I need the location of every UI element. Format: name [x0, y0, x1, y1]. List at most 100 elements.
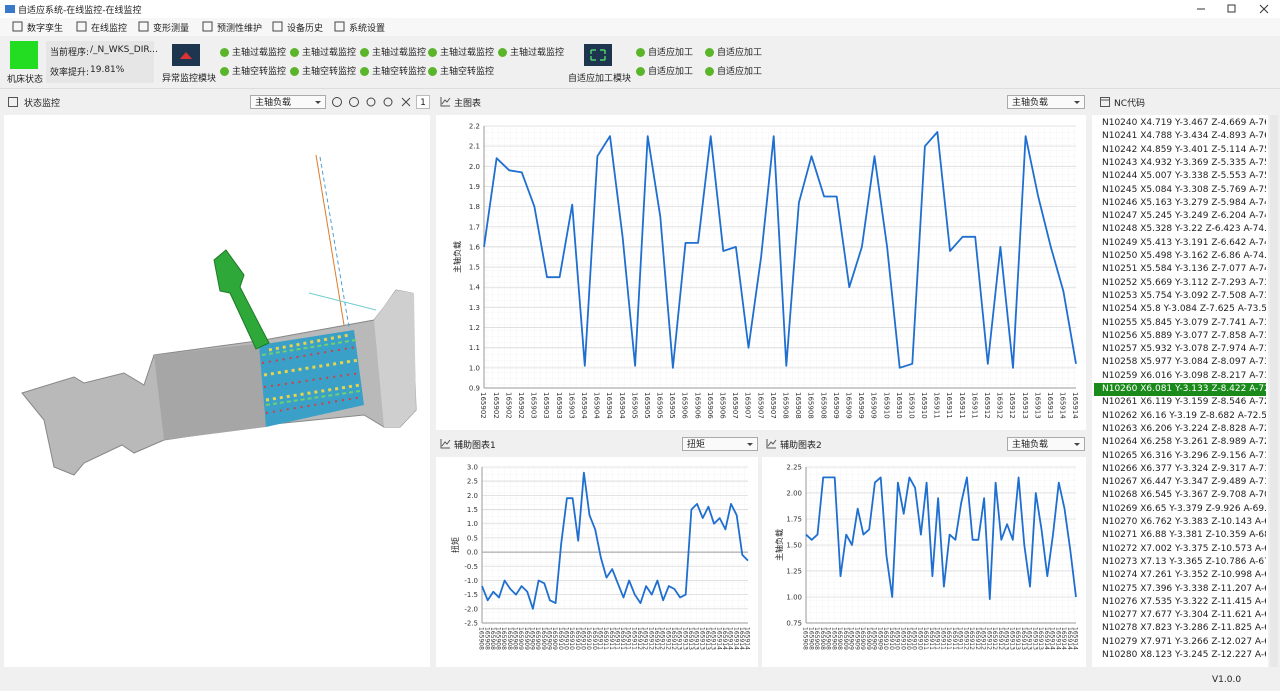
efficiency-label: 效率提升: — [50, 68, 90, 78]
nc-line[interactable]: N10280 X8.123 Y-3.245 Z-12.227 A-62.23 — [1102, 650, 1266, 660]
adaptive-module-icon[interactable] — [584, 44, 612, 66]
nc-line[interactable]: N10256 X5.889 Y-3.077 Z-7.858 A-73.348 — [1102, 330, 1266, 341]
chart-icon — [766, 439, 777, 449]
nc-line[interactable]: N10250 X5.498 Y-3.162 Z-6.86 A-74.178 C — [1102, 251, 1266, 261]
adaptive-button[interactable]: 自适应加工 — [636, 65, 693, 79]
nc-line[interactable]: N10262 X6.16 Y-3.19 Z-8.682 A-72.534 C — [1102, 410, 1266, 421]
idle-button[interactable]: 主轴空转监控 — [428, 65, 494, 79]
menu-label: 系统设置 — [349, 24, 386, 34]
nc-line[interactable]: N10241 X4.788 Y-3.434 Z-4.893 A-76.062 — [1102, 131, 1266, 142]
nc-line[interactable]: N10276 X7.535 Y-3.322 Z-11.415 A-65.22 — [1102, 596, 1266, 607]
nc-line[interactable]: N10253 X5.754 Y-3.092 Z-7.508 A-73.677 — [1102, 290, 1266, 301]
nc-line[interactable]: N10268 X6.545 Y-3.367 Z-9.708 A-70.519 — [1102, 490, 1266, 501]
nc-line[interactable]: N10255 X5.845 Y-3.079 Z-7.741 A-73.458 — [1102, 317, 1266, 328]
status-bar: V1.0.0 — [0, 670, 1280, 691]
program-label: 当前程序: — [50, 48, 90, 58]
state-selector[interactable]: 主轴负载 — [250, 95, 326, 109]
nc-line[interactable]: N10263 X6.206 Y-3.224 Z-8.828 A-72.33 C — [1102, 423, 1266, 434]
nc-line[interactable]: N10254 X5.8 Y-3.084 Z-7.625 A-73.571 C — [1102, 304, 1266, 315]
chart-icon — [440, 439, 451, 449]
nc-line[interactable]: N10267 X6.447 Y-3.347 Z-9.489 A-71.055 — [1102, 477, 1266, 488]
nc-line[interactable]: N10240 X4.719 Y-3.467 Z-4.669 A-76.396 — [1102, 118, 1266, 128]
menu-icon — [272, 21, 283, 32]
menu-icon — [12, 21, 23, 32]
nc-line[interactable]: N10269 X6.65 Y-3.379 Z-9.926 A-69.947 C — [1102, 503, 1266, 514]
aux-chart-1-header: 辅助图表1 扭矩 — [436, 434, 758, 454]
idle-button[interactable]: 主轴空转监控 — [220, 65, 286, 79]
nc-line[interactable]: N10261 X6.119 Y-3.159 Z-8.546 A-72.701 — [1102, 397, 1266, 408]
main-chart-header: 主图表 主轴负载 — [436, 92, 1086, 112]
nc-line[interactable]: N10270 X6.762 Y-3.383 Z-10.143 A-69.34 — [1102, 517, 1266, 527]
nc-line[interactable]: N10247 X5.245 Y-3.249 Z-6.204 A-74.701 — [1102, 211, 1266, 222]
adaptive-button[interactable]: 自适应加工 — [636, 46, 693, 60]
nc-line[interactable]: N10242 X4.859 Y-3.401 Z-5.114 A-75.775 — [1102, 144, 1266, 155]
machine-status-light — [10, 41, 38, 69]
nc-line[interactable]: N10260 X6.081 Y-3.133 Z-8.422 A-72.835 — [1094, 383, 1266, 397]
app-icon — [5, 5, 15, 13]
nc-line[interactable]: N10271 X6.88 Y-3.381 Z-10.359 A-68.711 — [1102, 530, 1266, 541]
menu-label: 数字孪生 — [27, 24, 64, 34]
nc-line[interactable]: N10272 X7.002 Y-3.375 Z-10.573 A-68.05 — [1102, 543, 1266, 554]
adaptive-button[interactable]: 自适应加工 — [705, 65, 762, 79]
part-model — [21, 154, 417, 476]
panel-icon — [8, 97, 18, 107]
panel-title: 状态监控 — [24, 99, 61, 109]
view-tools[interactable] — [330, 95, 412, 109]
nc-line[interactable]: N10259 X6.016 Y-3.098 Z-8.217 A-73.036 — [1102, 370, 1266, 381]
nc-line[interactable]: N10252 X5.669 Y-3.112 Z-7.293 A-73.844 — [1102, 277, 1266, 288]
adaptive-button[interactable]: 自适应加工 — [705, 46, 762, 60]
menu-label: 在线监控 — [91, 24, 128, 34]
menu-label: 变形测量 — [153, 24, 190, 34]
anomaly-module-icon[interactable] — [172, 44, 200, 66]
overload-button[interactable]: 主轴过载监控 — [220, 46, 286, 60]
nc-line[interactable]: N10248 X5.328 Y-3.22 Z-6.423 A-74.52 C — [1102, 224, 1266, 235]
nc-line[interactable]: N10249 X5.413 Y-3.191 Z-6.642 A-74.346 — [1102, 237, 1266, 248]
state-panel-header: 状态监控 主轴负载 1 — [0, 92, 432, 112]
nc-panel-header: NC代码 — [1092, 92, 1268, 112]
nc-line[interactable]: N10245 X5.084 Y-3.308 Z-5.769 A-75.088 — [1102, 184, 1266, 195]
nc-line[interactable]: N10246 X5.163 Y-3.279 Z-5.984 A-74.892 — [1102, 197, 1266, 208]
overload-button[interactable]: 主轴过载监控 — [428, 46, 494, 60]
idle-button[interactable]: 主轴空转监控 — [290, 65, 356, 79]
chart-title: 辅助图表1 — [454, 441, 496, 451]
nc-line[interactable]: N10266 X6.377 Y-3.324 Z-9.317 A-71.443 — [1102, 463, 1266, 474]
nc-line[interactable]: N10258 X5.977 Y-3.084 Z-8.097 A-73.138 — [1102, 357, 1266, 368]
menu-label: 预测性维护 — [217, 24, 263, 34]
3d-view — [4, 115, 430, 667]
menu-label: 设备历史 — [287, 24, 324, 34]
nc-line[interactable]: N10279 X7.971 Y-3.266 Z-12.027 A-62.98 — [1102, 636, 1266, 647]
program-value: /_N_WKS_DIR... — [90, 45, 158, 55]
machine-status-label: 机床状态 — [7, 75, 44, 85]
nc-line[interactable]: N10257 X5.932 Y-3.078 Z-7.974 A-73.243 — [1102, 344, 1266, 355]
nc-line[interactable]: N10278 X7.823 Y-3.286 Z-11.825 A-63.73 — [1102, 623, 1266, 634]
toolbar: 机床状态 当前程序: /_N_WKS_DIR... 效率提升: 19.81% 异… — [0, 36, 1280, 89]
zoom-value[interactable]: 1 — [416, 95, 430, 109]
nc-line[interactable]: N10243 X4.932 Y-3.369 Z-5.335 A-75.523 — [1102, 157, 1266, 168]
window-controls[interactable] — [1180, 0, 1280, 18]
nc-line[interactable]: N10273 X7.13 Y-3.365 Z-10.786 A-67.372 — [1102, 556, 1266, 567]
nc-line[interactable]: N10274 X7.261 Y-3.352 Z-10.998 A-66.67 — [1102, 570, 1266, 581]
menu-bar: 数字孪生 在线监控 变形测量 预测性维护 设备历史 系统设置 — [0, 18, 1280, 36]
scrollbar[interactable] — [1270, 115, 1278, 667]
title-bar: 自适应系统-在线监控-在线监控 — [0, 0, 1280, 18]
idle-button[interactable]: 主轴空转监控 — [360, 65, 426, 79]
main-chart-panel — [436, 115, 1086, 430]
panel-icon — [1100, 97, 1110, 107]
nc-line[interactable]: N10251 X5.584 Y-3.136 Z-7.077 A-74.012 — [1102, 264, 1266, 275]
nc-line[interactable]: N10275 X7.396 Y-3.338 Z-11.207 A-65.95 — [1102, 583, 1266, 594]
chart-selector[interactable]: 主轴负载 — [1007, 95, 1085, 109]
overload-button[interactable]: 主轴过载监控 — [498, 46, 564, 60]
overload-button[interactable]: 主轴过载监控 — [290, 46, 356, 60]
chart-selector[interactable]: 主轴负载 — [1007, 437, 1085, 451]
overload-button[interactable]: 主轴过载监控 — [360, 46, 426, 60]
aux-chart-2-panel — [762, 457, 1086, 667]
nc-line[interactable]: N10265 X6.316 Y-3.296 Z-9.156 A-71.771 — [1102, 450, 1266, 461]
nc-line[interactable]: N10264 X6.258 Y-3.261 Z-8.989 A-72.072 — [1102, 437, 1266, 448]
window-title: 自适应系统-在线监控-在线监控 — [18, 6, 142, 16]
nc-line[interactable]: N10277 X7.677 Y-3.304 Z-11.621 A-64.48 — [1102, 610, 1266, 621]
nc-line[interactable]: N10244 X5.007 Y-3.338 Z-5.553 A-75.297 — [1102, 171, 1266, 182]
anomaly-module-label: 异常监控模块 — [162, 74, 217, 84]
chart-selector[interactable]: 扭矩 — [682, 437, 758, 451]
nc-code-list: N10240 X4.719 Y-3.467 Z-4.669 A-76.396 N1… — [1092, 115, 1268, 667]
